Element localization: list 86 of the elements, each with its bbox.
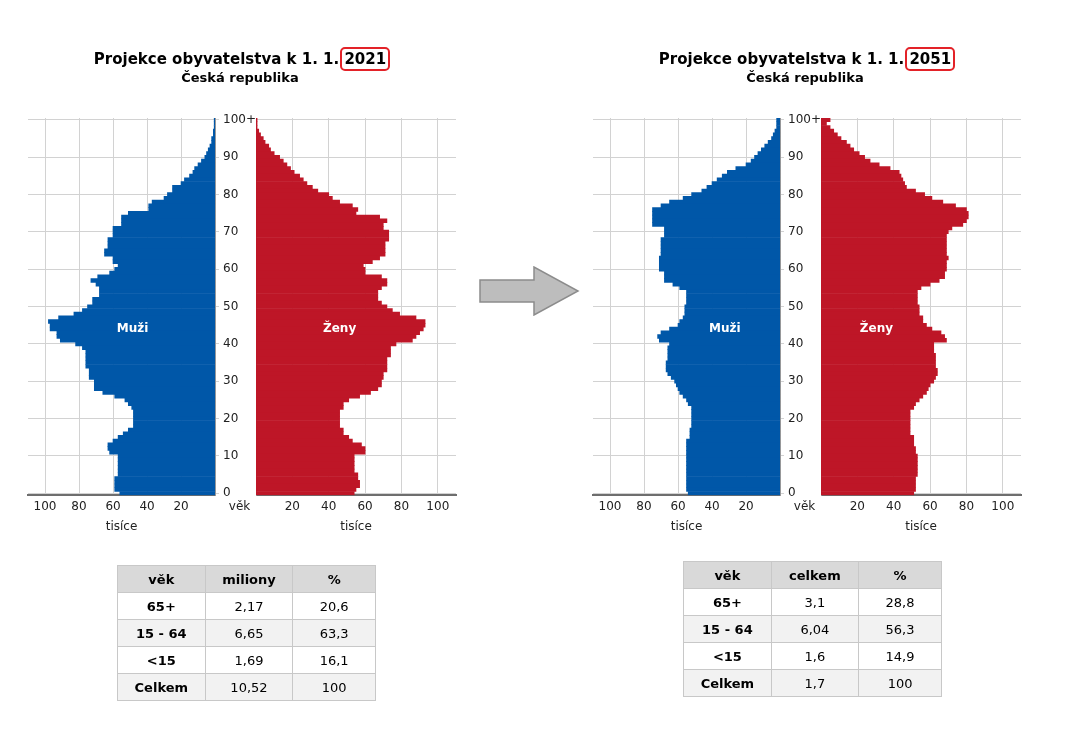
x-tick-label: 40 xyxy=(704,498,720,513)
x-tick-label: 60 xyxy=(357,498,373,513)
y-axis-title: věk xyxy=(228,499,251,514)
series-label: Ženy xyxy=(323,320,357,336)
x-tick-label: 60 xyxy=(105,498,121,513)
y-tick-label: 30 xyxy=(223,373,239,388)
y-tick-label: 0 xyxy=(788,485,796,500)
data-label: 1,7 xyxy=(771,669,859,697)
data-label: 56,3 xyxy=(858,615,942,643)
x-tick-label: 40 xyxy=(139,498,155,513)
series-label: Muži xyxy=(708,321,741,336)
x-tick-label: 20 xyxy=(173,498,189,513)
y-tick-label: 80 xyxy=(223,186,239,201)
y-tick-label: 90 xyxy=(223,149,239,164)
category-label: Celkem xyxy=(683,669,772,697)
x-tick-label: 60 xyxy=(670,498,686,513)
data-label: 6,04 xyxy=(771,615,859,643)
y-tick-label: 70 xyxy=(223,224,239,239)
data-label: 3,1 xyxy=(771,588,859,616)
data-label: 100 xyxy=(292,673,376,701)
data-label: 1,6 xyxy=(771,642,859,670)
x-tick-label: 80 xyxy=(71,498,87,513)
y-axis-title: věk xyxy=(793,499,816,514)
series-label: % xyxy=(858,561,942,589)
chart-title: Projekce obyvatelstva k 1. 1. 2021 xyxy=(93,50,387,68)
y-tick-label: 10 xyxy=(788,448,804,463)
x-tick-label: 100 xyxy=(598,498,622,513)
y-tick-label: 0 xyxy=(223,485,231,500)
x-tick-label: 100 xyxy=(991,498,1015,513)
y-tick-label: 60 xyxy=(223,261,239,276)
x-axis-title: tisíce xyxy=(105,518,138,533)
y-tick-label: 30 xyxy=(788,373,804,388)
series-label: celkem xyxy=(771,561,859,589)
x-tick-label: 80 xyxy=(393,498,410,513)
x-tick-label: 100 xyxy=(426,498,450,513)
y-tick-label: 100+ xyxy=(223,111,257,126)
data-label: 20,6 xyxy=(292,592,376,620)
x-axis-title: tisíce xyxy=(670,518,703,533)
category-label: 15 - 64 xyxy=(683,615,772,643)
chart-subtitle: Česká republika xyxy=(180,70,300,85)
y-tick-label: 60 xyxy=(788,261,804,276)
x-axis-title: tisíce xyxy=(340,518,372,533)
data-label: 16,1 xyxy=(292,646,376,674)
data-label: 10,52 xyxy=(205,673,293,701)
data-label: 2,17 xyxy=(205,592,293,620)
y-tick-label: 90 xyxy=(788,149,804,164)
y-tick-label: 70 xyxy=(788,224,804,239)
y-tick-label: 40 xyxy=(788,336,804,351)
data-label: 63,3 xyxy=(292,619,376,647)
x-tick-label: 80 xyxy=(958,498,975,513)
category-label: 65+ xyxy=(117,592,206,620)
category-label: <15 xyxy=(683,642,772,670)
data-label: 28,8 xyxy=(858,588,942,616)
data-label: 1,69 xyxy=(205,646,293,674)
y-tick-label: 20 xyxy=(223,410,239,425)
category-label: 65+ xyxy=(683,588,772,616)
y-tick-label: 50 xyxy=(223,298,239,313)
chart-title: Projekce obyvatelstva k 1. 1. 2051 xyxy=(658,50,952,68)
category-label: <15 xyxy=(117,646,206,674)
series-label: miliony xyxy=(205,565,293,593)
category-label: Celkem xyxy=(117,673,206,701)
y-tick-label: 20 xyxy=(788,410,804,425)
series-label: Muži xyxy=(116,321,149,336)
category-label: 15 - 64 xyxy=(117,619,206,647)
x-tick-label: 80 xyxy=(636,498,652,513)
data-label: 100 xyxy=(858,669,942,697)
chart-subtitle: Česká republika xyxy=(745,70,865,85)
data-label: 14,9 xyxy=(858,642,942,670)
data-label: 6,65 xyxy=(205,619,293,647)
y-tick-label: 100+ xyxy=(788,111,822,126)
x-axis-title: tisíce xyxy=(905,518,937,533)
x-tick-label: 60 xyxy=(922,498,938,513)
series-label: Ženy xyxy=(859,320,894,336)
x-tick-label: 20 xyxy=(284,498,300,513)
text: věk xyxy=(117,565,206,593)
series-label: % xyxy=(292,565,376,593)
y-tick-label: 10 xyxy=(223,448,239,463)
x-tick-label: 20 xyxy=(738,498,754,513)
x-tick-label: 100 xyxy=(33,498,57,513)
x-tick-label: 40 xyxy=(886,498,902,513)
y-tick-label: 40 xyxy=(223,336,239,351)
y-tick-label: 50 xyxy=(788,298,804,313)
x-tick-label: 20 xyxy=(849,498,865,513)
y-tick-label: 80 xyxy=(788,186,804,201)
x-tick-label: 40 xyxy=(321,498,337,513)
text: věk xyxy=(683,561,772,589)
